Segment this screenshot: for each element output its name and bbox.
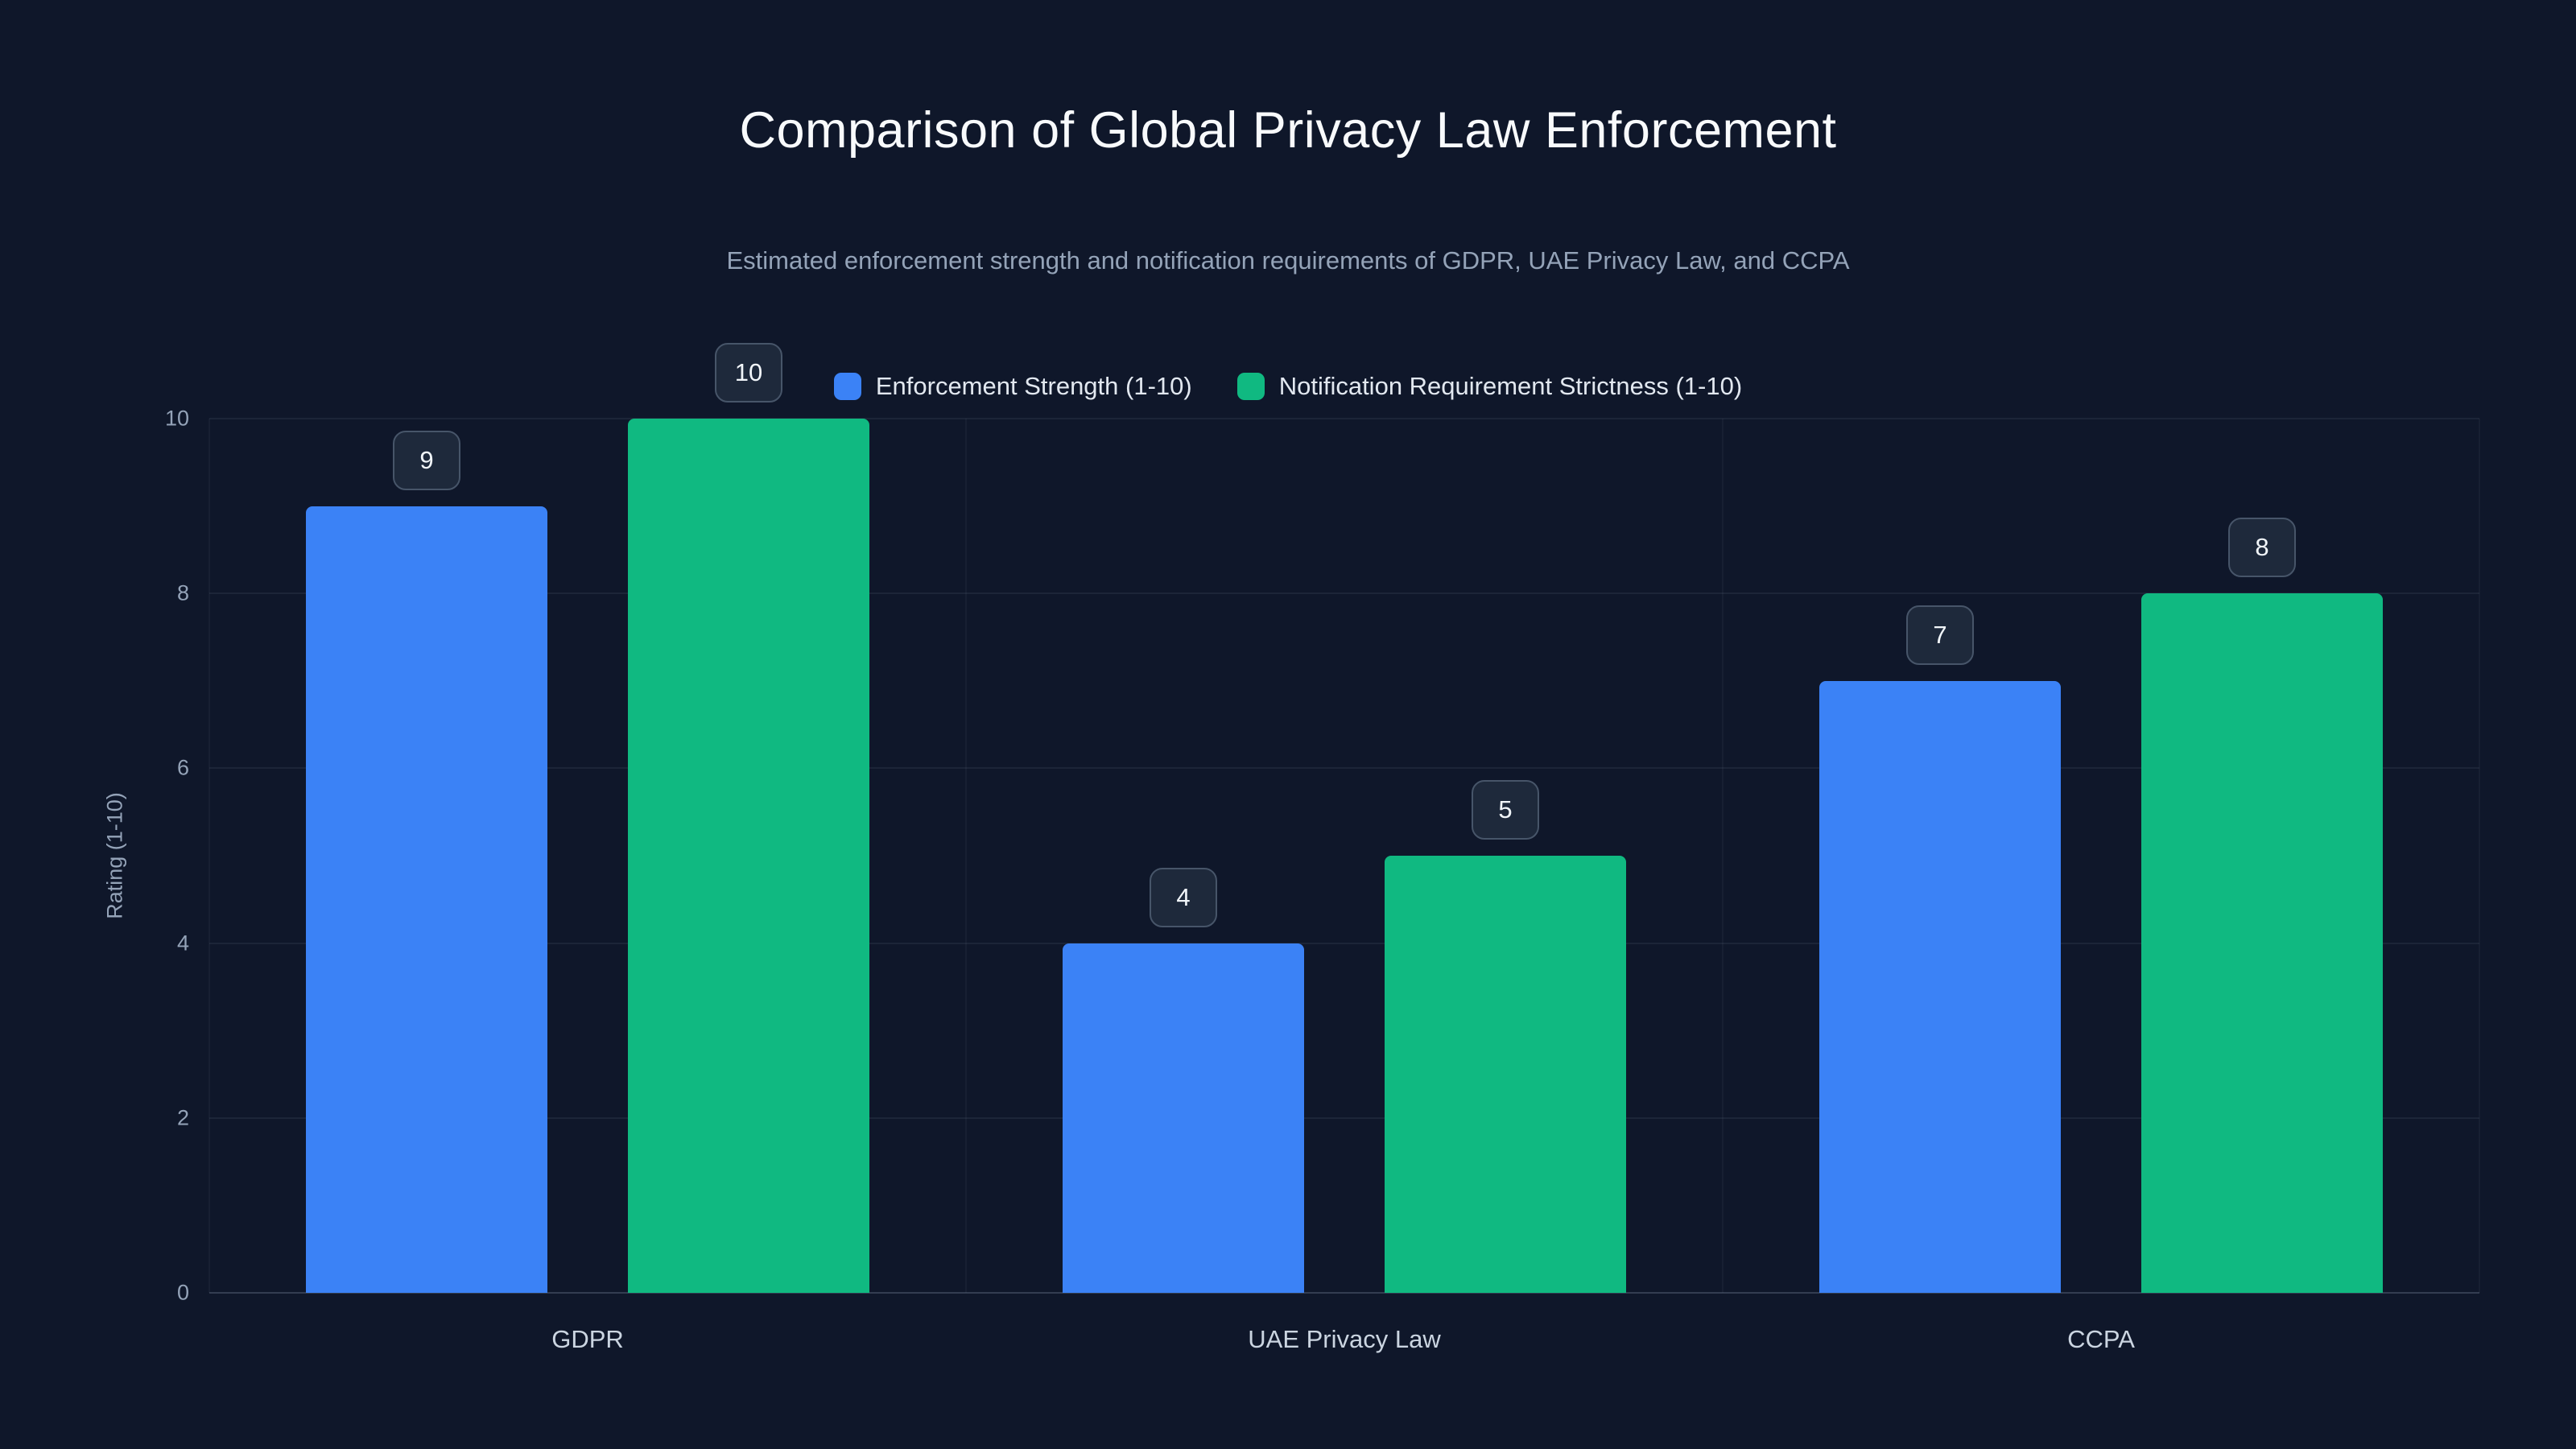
bar-value-label: 7 [1906,605,1974,665]
gridline [209,1117,2479,1119]
x-axis-label: UAE Privacy Law [1248,1325,1441,1353]
y-tick-label: 10 [164,406,189,431]
bar-value-label: 8 [2228,518,2296,578]
legend-swatch-icon [833,373,861,400]
gridline [209,1292,2479,1294]
bar-value-label: 4 [1150,867,1217,927]
bar [2141,593,2383,1293]
y-tick-label: 0 [176,1280,189,1305]
bar-value-label: 5 [1472,780,1539,840]
bar-value-label: 9 [393,430,460,490]
gridline [209,942,2479,944]
bar-value-label: 10 [715,343,782,402]
legend-item-label: Notification Requirement Strictness (1-1… [1278,372,1743,400]
y-axis-title: Rating (1-10) [102,792,127,919]
y-tick-label: 2 [176,1105,189,1130]
y-tick-label: 6 [176,755,189,780]
legend-item-label: Enforcement Strength (1-10) [875,372,1192,400]
gridline-vertical [1722,419,1724,1293]
gridline [209,767,2479,770]
legend-swatch-icon [1236,373,1265,400]
y-tick-label: 8 [176,580,189,605]
gridline-vertical [2479,419,2480,1293]
chart-subtitle: Estimated enforcement strength and notif… [726,246,1850,275]
gridline [209,592,2479,595]
bar [306,506,547,1293]
legend-item[interactable]: Notification Requirement Strictness (1-1… [1236,372,1743,401]
legend: Enforcement Strength (1-10) Notification … [0,372,2576,401]
gridline [209,418,2479,419]
plot-area: 0 2 4 6 8 10 GDPR 9 10 UAE Privacy Law 4 5 CCPA 7 8 [165,343,2480,1353]
y-tick-label: 4 [176,931,189,956]
legend-item[interactable]: Enforcement Strength (1-10) [833,372,1192,401]
gridline-vertical [208,419,210,1293]
bar [628,419,869,1293]
x-axis-label: GDPR [551,1325,624,1353]
gridline-vertical [965,419,967,1293]
bar [1819,680,2061,1293]
bar [1385,856,1626,1293]
chart-title: Comparison of Global Privacy Law Enforce… [739,102,1837,159]
x-axis-label: CCPA [2067,1325,2135,1353]
bar [1063,943,1304,1293]
